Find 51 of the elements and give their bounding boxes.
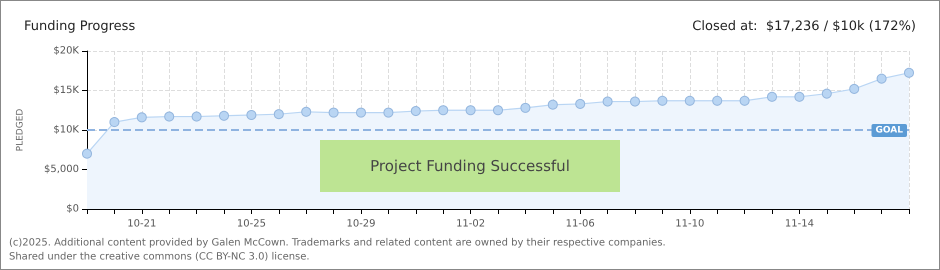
- point: [328, 108, 339, 118]
- point: [136, 112, 147, 122]
- point: [684, 96, 695, 106]
- y-tick-label: $0: [66, 204, 79, 214]
- point: [876, 74, 887, 84]
- x-tick-label: 10-25: [236, 218, 266, 230]
- point: [356, 108, 366, 118]
- point: [246, 110, 256, 120]
- point: [383, 108, 394, 118]
- point: [904, 68, 914, 78]
- point: [301, 106, 312, 117]
- point: [493, 105, 503, 116]
- point: [575, 98, 586, 109]
- x-tick-label: 11-14: [784, 218, 814, 230]
- point: [192, 112, 202, 122]
- y-tick-label: $20K: [53, 46, 80, 56]
- x-tick-label: 11-02: [456, 218, 486, 230]
- y-tick-label: $15K: [53, 85, 80, 96]
- point: [466, 105, 476, 116]
- x-tick-label: 10-29: [346, 218, 376, 230]
- point: [548, 100, 558, 110]
- text: (c)2025. Additional content provided by Galen McCown. Trademarks and related content are owned by their respective companies.: [9, 238, 666, 248]
- ref-line-label: GOAL: [876, 126, 904, 136]
- point: [740, 96, 750, 106]
- point: [657, 96, 668, 106]
- chart-subtitle: Closed at: $17,236 / $10k (172%): [692, 19, 916, 34]
- point: [712, 96, 722, 106]
- point: [767, 92, 777, 102]
- point: [274, 109, 284, 120]
- point: [602, 96, 613, 107]
- point: [520, 102, 530, 113]
- y-tick-label: $5,000: [44, 164, 79, 175]
- y-axis-title: PLEDGED: [16, 108, 26, 152]
- x-tick-label: 11-06: [566, 218, 595, 230]
- x-tick-label: 11-10: [675, 218, 704, 230]
- point: [438, 105, 448, 116]
- point: [849, 84, 860, 94]
- point: [794, 92, 804, 102]
- point: [630, 96, 640, 107]
- point: [164, 112, 174, 122]
- y-tick-label: $10K: [53, 124, 80, 136]
- annotation: Project Funding Successful: [370, 157, 570, 175]
- point: [822, 88, 832, 99]
- point: [82, 148, 92, 159]
- point: [219, 110, 229, 121]
- chart-title: Funding Progress: [24, 19, 136, 34]
- point: [410, 106, 421, 116]
- banner: Project Funding Successful: [320, 140, 620, 192]
- point: [109, 117, 120, 128]
- text: Shared under the creative commons (CC BY-NC 3.0) license.: [9, 252, 310, 262]
- x-tick-label: 10-21: [127, 218, 156, 230]
